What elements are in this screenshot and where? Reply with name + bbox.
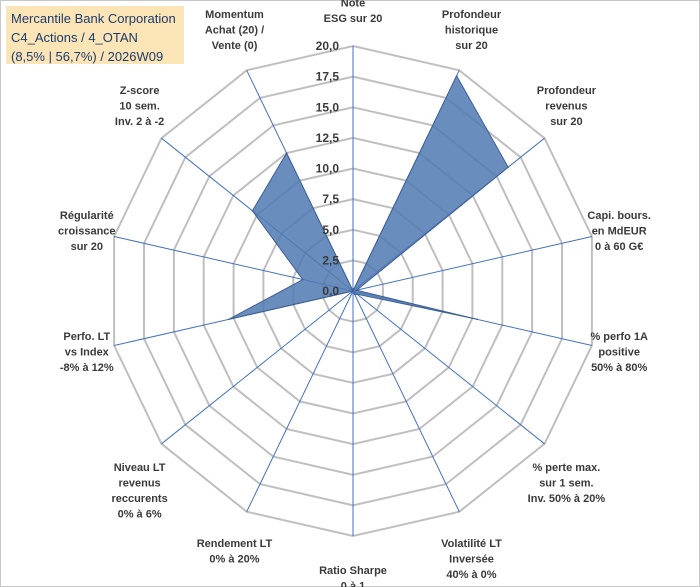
axis-label-line: sur 20 [71, 241, 103, 253]
axis-label-line: reccurents [111, 493, 167, 505]
tick-label: 17,5 [316, 70, 340, 84]
series-layer [228, 74, 510, 321]
axis-label-line: vs Index [65, 347, 110, 359]
axis-label-line: 0% à 20% [209, 554, 259, 566]
axis-spoke [161, 290, 354, 445]
axis-label-line: Momentum [205, 9, 264, 21]
axis-label-line: Ratio Sharpe [319, 565, 387, 577]
data-point [455, 75, 458, 77]
axis-label-line: en MdEUR [592, 225, 647, 237]
axis-label-line: ESG sur 20 [324, 13, 383, 25]
axis-label-line: -8% à 12% [60, 362, 114, 374]
data-point [285, 152, 288, 154]
axis-label-line: 50% à 80% [591, 362, 647, 374]
axis-label-line: Profondeur [442, 9, 502, 21]
axis-label-line: Inv. 50% à 20% [528, 493, 606, 505]
tick-label: 12,5 [316, 131, 340, 145]
axis-label: % perfo 1A positive 50% à 80% [590, 331, 648, 374]
axis-label: Rendement LT 0% à 20% [197, 538, 273, 566]
axis-label-line: sur 1 sem. [539, 478, 593, 490]
axis-label: Ratio Sharpe 0 à 1 [319, 565, 387, 587]
data-point [476, 318, 479, 321]
axis-label: Capi. bours. en MdEUR 0 à 60 G€ [587, 210, 651, 253]
axis-label-line: historique [445, 25, 498, 37]
axis-label: Niveau LT revenus reccurents 0% à 6% [111, 462, 167, 521]
data-point [507, 166, 510, 169]
axis-label-line: Volatilité LT [441, 538, 502, 550]
tick-label: 0,0 [322, 284, 339, 298]
axis-spoke [352, 290, 545, 445]
axis-label-line: Z-score [120, 85, 160, 97]
axis-label-line: Capi. bours. [587, 210, 651, 222]
axis-label-line: revenus [118, 478, 160, 490]
axis-spoke [352, 290, 460, 512]
axis-label-line: Inversée [449, 554, 494, 566]
axis-label: Momentum Achat (20) / Vente (0) [205, 9, 264, 52]
data-point [355, 289, 358, 292]
axis-label: Volatilité LT Inversée 40% à 0% [441, 538, 502, 581]
axis-label: Perfo. LT vs Index -8% à 12% [60, 331, 114, 374]
tick-label: 2,5 [322, 253, 339, 267]
axis-label-line: Inv. 2 à -2 [115, 116, 164, 128]
axis-label-line: sur 20 [550, 116, 582, 128]
axis-label-line: Régularité [60, 210, 114, 222]
title-stats: (8,5% | 56,7%) / 2026W09 [11, 49, 164, 64]
axis-label-line: Vente (0) [212, 40, 258, 52]
axis-label: Z-score 10 sem. Inv. 2 à -2 [115, 85, 164, 128]
axis-label-line: 0 à 1 [341, 581, 365, 587]
axis-label-line: % perfo 1A [590, 331, 648, 343]
axis-label: Profondeur revenus sur 20 [537, 85, 597, 128]
tick-label: 15,0 [316, 100, 340, 114]
title-company: Mercantile Bank Corporation [11, 11, 176, 26]
axis-label: Profondeur historique sur 20 [442, 9, 502, 52]
axis-label-line: sur 20 [455, 40, 487, 52]
axis-label-line: revenus [545, 100, 587, 112]
axis-label-line: Niveau LT [114, 462, 166, 474]
axis-label-layer: Note ESG sur 20 Profondeur historique sur 20… [58, 0, 651, 587]
data-point [353, 293, 356, 296]
tick-layer: 0,0 2,5 5,0 7,5 10,0 12,5 15,0 17,5 20,0 [316, 39, 340, 298]
axis-label-line: 40% à 0% [446, 569, 496, 581]
data-point [302, 278, 304, 281]
axis-label-line: 0% à 6% [118, 509, 162, 521]
tick-label: 5,0 [322, 223, 339, 237]
data-point [356, 293, 358, 295]
chart-title-box: Mercantile Bank Corporation C4_Actions /… [6, 6, 184, 64]
title-category: C4_Actions / 4_OTAN [11, 30, 138, 45]
axis-label: % perte max. sur 1 sem. Inv. 50% à 20% [528, 462, 606, 505]
tick-label: 7,5 [322, 192, 339, 206]
axis-label-line: positive [598, 347, 640, 359]
tick-label: 20,0 [316, 39, 340, 53]
axis-label-line: Perfo. LT [63, 331, 110, 343]
axis-label: Note ESG sur 20 [324, 0, 383, 25]
axis-label-line: Profondeur [537, 85, 597, 97]
tick-label: 10,0 [316, 162, 340, 176]
axis-spoke [246, 290, 354, 512]
axis-label-line: 0 à 60 G€ [595, 241, 643, 253]
series-area [228, 74, 509, 320]
axis-label-line: croissance [58, 225, 115, 237]
axis-label-line: % perte max. [532, 462, 600, 474]
axis-label-line: Note [341, 0, 365, 10]
axis-label-line: Rendement LT [197, 538, 273, 550]
axis-spoke [352, 236, 593, 292]
data-point [251, 210, 254, 212]
data-point [228, 318, 230, 321]
axis-label-line: Achat (20) / [205, 25, 264, 37]
axis-label-line: 10 sem. [119, 100, 159, 112]
axis-label: Régularité croissance sur 20 [58, 210, 115, 253]
data-point [352, 290, 354, 292]
